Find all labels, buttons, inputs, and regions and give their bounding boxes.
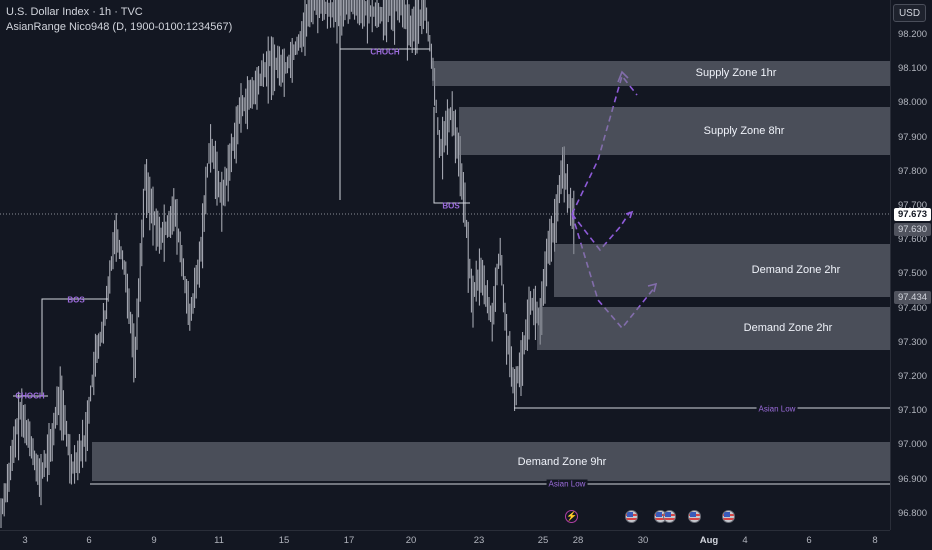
- structure-lines: [13, 0, 890, 485]
- lightning-icon[interactable]: ⚡: [565, 510, 578, 523]
- time-label: 28: [572, 535, 584, 546]
- price-axis[interactable]: 98.200 98.100 98.000 97.900 97.800 97.700 97.6…: [890, 0, 932, 530]
- us-flag-icon[interactable]: [722, 510, 735, 523]
- projection-mid-path: [571, 211, 631, 252]
- price-label: 97.800: [898, 165, 928, 177]
- bos-line-mid: [433, 107, 470, 204]
- price-label: 96.800: [898, 507, 928, 519]
- price-label: 97.500: [898, 268, 928, 280]
- time-label: 23: [473, 535, 485, 546]
- time-label: 15: [278, 535, 290, 546]
- price-label: 97.700: [898, 200, 928, 211]
- price-label: 98.100: [898, 63, 928, 75]
- price-label: 98.000: [898, 97, 928, 109]
- asian-low-label-2: Asian Low: [546, 479, 588, 489]
- us-flag-icon[interactable]: [688, 510, 701, 523]
- currency-button[interactable]: USD: [893, 4, 926, 22]
- price-label: 97.000: [898, 439, 928, 451]
- zone-box[interactable]: [459, 106, 890, 155]
- price-candles: [0, 0, 575, 528]
- zone-label: Demand Zone 2hr: [751, 264, 841, 277]
- price-tag-b: 97.434: [894, 291, 931, 304]
- time-axis[interactable]: 3 6 9 11 15 17 20 23 25 28 30 Aug 4 6 8: [0, 530, 890, 550]
- time-label: 17: [343, 535, 355, 546]
- us-flag-icon[interactable]: [663, 510, 676, 523]
- time-label: 20: [405, 535, 417, 546]
- price-label: 98.200: [898, 29, 928, 40]
- time-label: 6: [86, 535, 92, 546]
- price-label: 97.300: [898, 336, 928, 348]
- bos-label-mid: BOS: [442, 201, 460, 211]
- bos-label-left: BOS: [67, 295, 85, 305]
- price-label: 97.600: [898, 234, 928, 246]
- arrowhead-mid-icon: [625, 210, 634, 219]
- asian-low-label-1: Asian Low: [756, 404, 798, 414]
- zone-box[interactable]: [537, 306, 890, 350]
- time-label: 9: [151, 535, 157, 546]
- zone-label: Supply Zone 1hr: [695, 67, 777, 80]
- price-label: 97.900: [898, 131, 928, 143]
- price-label: 97.400: [898, 302, 928, 314]
- time-label: 6: [806, 535, 812, 546]
- bos-line-left: [41, 298, 108, 395]
- us-flag-icon[interactable]: [625, 510, 638, 523]
- time-label: 4: [742, 535, 748, 546]
- price-tag-a: 97.630: [894, 223, 931, 236]
- price-label: 97.200: [898, 371, 928, 382]
- time-label: 8: [872, 535, 878, 546]
- zone-box[interactable]: [92, 441, 890, 482]
- zone-label: Demand Zone 9hr: [517, 455, 607, 468]
- choch-label-left: CHOCH: [15, 391, 45, 401]
- zone-box[interactable]: [554, 243, 890, 297]
- time-label: 3: [22, 535, 28, 546]
- time-label: Aug: [699, 535, 719, 546]
- time-label: 11: [214, 535, 224, 546]
- choch-label-top: CHOCH: [370, 47, 400, 57]
- zone-label: Demand Zone 2hr: [743, 322, 833, 335]
- zone-label: Supply Zone 8hr: [703, 124, 785, 137]
- current-price-tag: 97.673: [894, 208, 931, 221]
- price-label: 96.900: [898, 473, 928, 485]
- zone-box[interactable]: [432, 60, 890, 87]
- time-label: 30: [637, 535, 649, 546]
- price-label: 97.100: [898, 405, 928, 417]
- symbol-title[interactable]: U.S. Dollar Index · 1h · TVC: [6, 6, 143, 18]
- time-label: 25: [537, 535, 549, 546]
- indicator-legend[interactable]: AsianRange Nico948 (D, 1900-0100:1234567…: [6, 21, 233, 33]
